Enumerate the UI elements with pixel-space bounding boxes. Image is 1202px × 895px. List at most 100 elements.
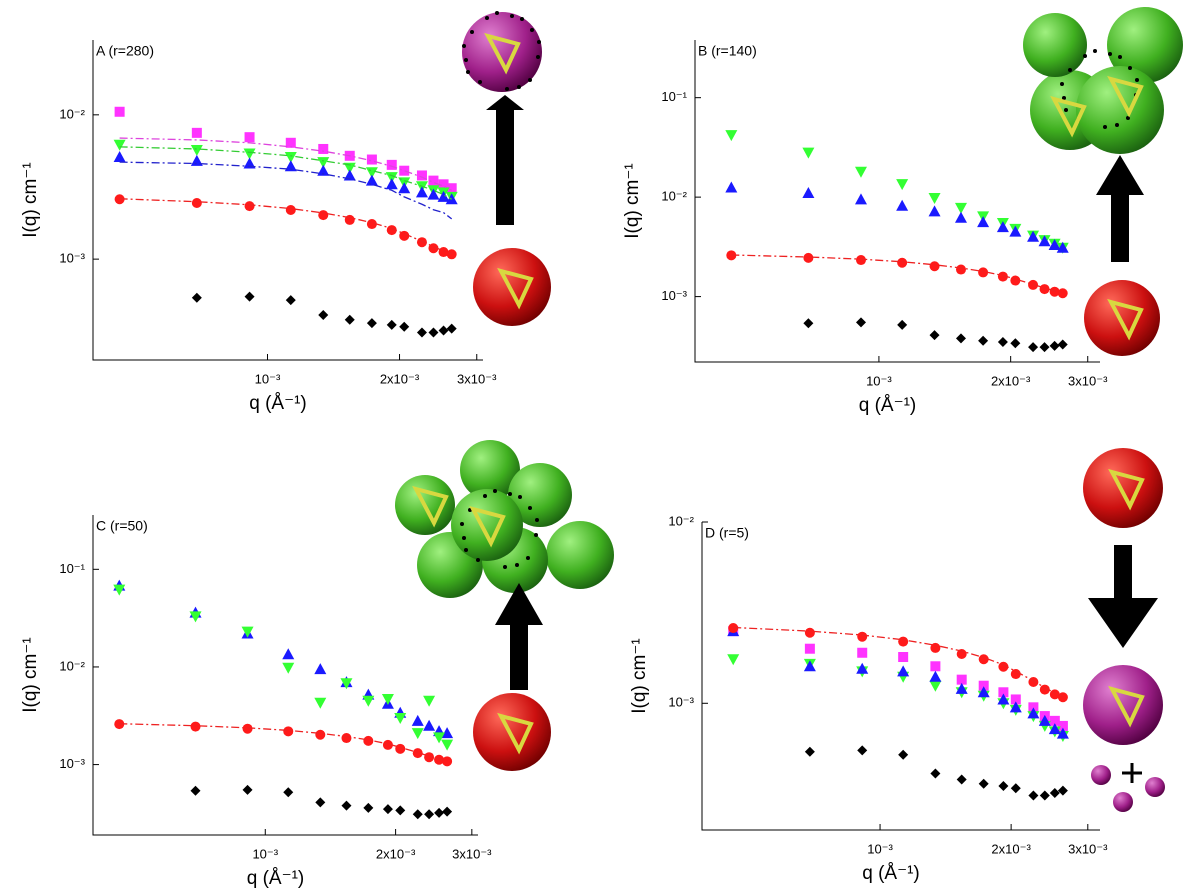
data-point bbox=[1010, 694, 1021, 705]
data-point bbox=[395, 743, 406, 754]
data-point bbox=[978, 680, 989, 691]
data-point bbox=[190, 721, 201, 732]
data-point bbox=[244, 201, 255, 212]
data-point bbox=[314, 697, 327, 709]
data-point bbox=[955, 333, 966, 344]
data-point bbox=[434, 754, 445, 765]
y-axis-title: I(q) cm⁻¹ bbox=[622, 163, 643, 238]
data-point bbox=[930, 768, 941, 779]
data-point bbox=[412, 748, 423, 759]
data-point bbox=[438, 325, 449, 336]
fit-line bbox=[119, 137, 452, 191]
data-point bbox=[284, 160, 297, 172]
data-point bbox=[956, 649, 967, 660]
data-point bbox=[441, 727, 454, 739]
data-point bbox=[1010, 338, 1021, 349]
fit-line bbox=[119, 198, 452, 255]
panel: C (r=50) 10⁻¹ 10⁻² 10⁻³ 10⁻³ 2x10⁻³ 3x10⁻³ q (Å… bbox=[20, 515, 492, 889]
x-axis-title: q (Å⁻¹) bbox=[862, 863, 920, 884]
data-point bbox=[978, 778, 989, 789]
data-point bbox=[898, 749, 909, 760]
data-point bbox=[857, 647, 868, 658]
data-point bbox=[929, 330, 940, 341]
x-tick-label: 3x10⁻³ bbox=[457, 371, 497, 386]
data-point bbox=[996, 221, 1009, 233]
data-point bbox=[341, 733, 352, 744]
data-point bbox=[955, 682, 968, 694]
data-point bbox=[978, 654, 989, 665]
y-tick-label: 10⁻² bbox=[59, 658, 85, 673]
data-point bbox=[412, 809, 423, 820]
panel: D (r=5) 10⁻² 10⁻³ 10⁻³ 2x10⁻³ 3x10⁻³ q (Å⁻¹) I(… bbox=[629, 513, 1108, 884]
x-tick-label: 10⁻³ bbox=[867, 841, 893, 856]
data-point bbox=[954, 202, 967, 214]
panel-label: B (r=140) bbox=[698, 43, 757, 59]
data-point bbox=[929, 261, 940, 272]
data-point bbox=[385, 178, 398, 190]
x-tick-label: 2x10⁻³ bbox=[380, 371, 420, 386]
data-point bbox=[243, 148, 256, 160]
data-point bbox=[898, 652, 909, 663]
data-point bbox=[385, 172, 398, 184]
data-point bbox=[382, 804, 393, 815]
data-point bbox=[244, 291, 255, 302]
data-point bbox=[398, 182, 411, 194]
data-point bbox=[1057, 288, 1068, 299]
data-point bbox=[956, 674, 967, 685]
data-point bbox=[1028, 677, 1039, 688]
data-point bbox=[382, 739, 393, 750]
data-point bbox=[977, 686, 990, 698]
y-tick-label: 10⁻² bbox=[661, 189, 687, 204]
data-point bbox=[317, 157, 330, 169]
data-point bbox=[855, 255, 866, 266]
fit-line bbox=[119, 146, 453, 200]
data-point bbox=[1038, 235, 1051, 247]
data-point bbox=[285, 137, 296, 148]
x-tick-label: 2x10⁻³ bbox=[991, 373, 1031, 388]
data-point bbox=[1048, 239, 1061, 251]
y-tick-label: 10⁻¹ bbox=[59, 561, 85, 576]
data-point bbox=[242, 723, 253, 734]
data-point bbox=[896, 199, 909, 211]
data-point bbox=[1056, 241, 1069, 253]
data-point bbox=[1027, 230, 1040, 242]
data-point bbox=[315, 797, 326, 808]
x-tick-label: 10⁻³ bbox=[866, 373, 892, 388]
data-point bbox=[428, 327, 439, 338]
data-point bbox=[442, 806, 453, 817]
data-point bbox=[365, 167, 378, 179]
data-point bbox=[244, 132, 255, 143]
data-point bbox=[438, 247, 449, 258]
data-point bbox=[446, 323, 457, 334]
data-point bbox=[856, 662, 869, 674]
panel: B (r=140) 10⁻¹ 10⁻² 10⁻³ 10⁻³ 2x10⁻³ 3x10⁻³ q (… bbox=[622, 40, 1108, 416]
data-point bbox=[415, 186, 428, 198]
data-point bbox=[283, 726, 294, 737]
data-point bbox=[113, 139, 126, 151]
data-point bbox=[804, 627, 815, 638]
data-point bbox=[855, 317, 866, 328]
x-tick-label: 3x10⁻³ bbox=[1068, 373, 1108, 388]
y-axis-title: I(q) cm⁻¹ bbox=[629, 638, 650, 713]
x-tick-label: 3x10⁻³ bbox=[452, 846, 492, 861]
data-point bbox=[998, 661, 1009, 672]
data-point bbox=[1039, 790, 1050, 801]
data-point bbox=[442, 756, 453, 767]
data-point bbox=[427, 188, 440, 200]
data-point bbox=[897, 319, 908, 330]
data-point bbox=[1049, 286, 1060, 297]
y-tick-label: 10⁻² bbox=[59, 106, 85, 121]
data-point bbox=[318, 210, 329, 221]
data-point bbox=[928, 193, 941, 205]
data-point bbox=[896, 179, 909, 191]
data-point bbox=[437, 190, 450, 202]
y-tick-label: 10⁻³ bbox=[668, 695, 694, 710]
data-point bbox=[424, 809, 435, 820]
data-point bbox=[428, 175, 439, 186]
data-point bbox=[343, 162, 356, 174]
data-point bbox=[113, 584, 126, 596]
axes bbox=[701, 522, 1100, 831]
data-point bbox=[978, 267, 989, 278]
data-point bbox=[1048, 723, 1061, 735]
x-tick-label: 2x10⁻³ bbox=[991, 841, 1031, 856]
